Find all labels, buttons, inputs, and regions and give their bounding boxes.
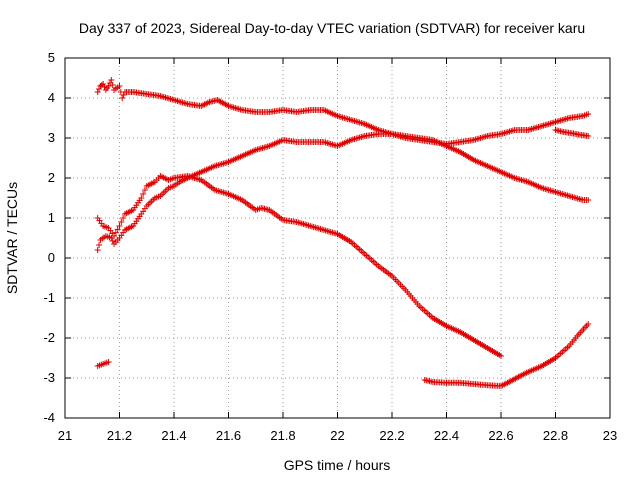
data-point — [111, 233, 118, 239]
x-axis-label: GPS time / hours — [284, 457, 391, 473]
data-points — [94, 77, 592, 389]
plot-frame — [64, 57, 611, 419]
data-point — [140, 191, 147, 197]
data-point — [100, 81, 107, 87]
series-arc-b-rising — [94, 111, 592, 253]
data-point — [96, 242, 103, 248]
x-tick-label: 21.8 — [270, 428, 295, 443]
series-arc-d-short — [94, 359, 112, 369]
series-arc-e-bottom — [421, 321, 592, 389]
data-point — [141, 187, 148, 193]
grid — [65, 58, 610, 418]
data-point — [96, 86, 103, 92]
series-arc-c-falling — [94, 173, 504, 359]
y-tick-label: -3 — [43, 370, 55, 385]
data-point — [94, 89, 101, 95]
y-tick-label: 0 — [48, 250, 55, 265]
chart-title: Day 337 of 2023, Sidereal Day-to-day VTE… — [79, 20, 585, 36]
x-tick-label: 21.4 — [161, 428, 186, 443]
data-point — [585, 133, 592, 139]
y-tick-label: 3 — [48, 130, 55, 145]
data-point — [585, 321, 592, 327]
data-point — [109, 82, 116, 88]
data-point — [101, 84, 108, 90]
data-point — [116, 223, 123, 229]
data-point — [105, 83, 112, 89]
data-point — [114, 226, 121, 233]
x-tick-label: 22.8 — [543, 428, 568, 443]
x-tick-label: 22.6 — [488, 428, 513, 443]
y-tick-label: 5 — [48, 50, 55, 65]
axes: 21 21.2 21.4 21.6 21.8 22 22.2 22.4 22.6 22.8 23-4… — [43, 50, 617, 443]
y-tick-label: 4 — [48, 90, 55, 105]
x-tick-label: 22.2 — [379, 428, 404, 443]
x-tick-label: 21.2 — [107, 428, 132, 443]
x-tick-label: 21 — [58, 428, 72, 443]
x-tick-label: 22 — [330, 428, 344, 443]
x-tick-label: 22.4 — [434, 428, 459, 443]
data-point — [105, 359, 112, 365]
y-tick-label: -2 — [43, 330, 55, 345]
y-tick-label: 1 — [48, 210, 55, 225]
data-point — [116, 83, 123, 89]
data-point — [109, 238, 116, 244]
data-point — [120, 215, 127, 221]
y-tick-label: 2 — [48, 170, 55, 185]
y-tick-label: -4 — [43, 410, 55, 425]
data-point — [585, 197, 592, 203]
data-point — [119, 95, 126, 101]
data-point — [498, 353, 504, 359]
y-tick-label: -1 — [43, 290, 55, 305]
data-point — [118, 219, 125, 225]
series-arc-a-top — [94, 77, 592, 203]
data-point — [120, 92, 127, 98]
data-point — [112, 229, 119, 236]
data-point — [94, 247, 101, 253]
data-point — [138, 195, 145, 201]
series-arc-b-tail — [552, 127, 592, 139]
x-tick-label: 21.6 — [216, 428, 241, 443]
data-point — [585, 111, 592, 117]
x-tick-label: 23 — [603, 428, 617, 443]
y-axis-label: SDTVAR / TECUs — [4, 182, 20, 294]
data-point — [108, 77, 115, 83]
